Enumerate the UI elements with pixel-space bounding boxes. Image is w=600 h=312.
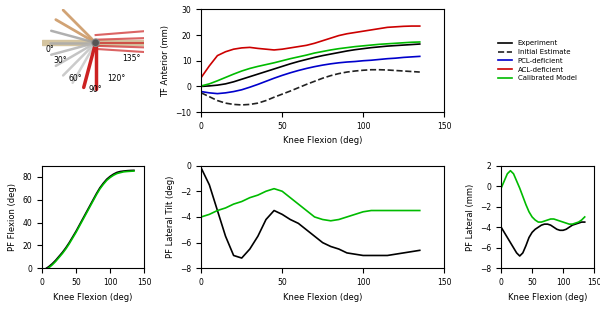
Text: 135°: 135° bbox=[122, 54, 140, 63]
Circle shape bbox=[93, 40, 98, 45]
X-axis label: Knee Flexion (deg): Knee Flexion (deg) bbox=[53, 293, 133, 302]
Text: 60°: 60° bbox=[68, 74, 82, 83]
Legend: Experiment, Initial Estimate, PCL-deficient, ACL-deficient, Calibrated Model: Experiment, Initial Estimate, PCL-defici… bbox=[496, 37, 580, 84]
Y-axis label: PF Flexion (deg): PF Flexion (deg) bbox=[8, 183, 17, 251]
X-axis label: Knee Flexion (deg): Knee Flexion (deg) bbox=[283, 136, 362, 145]
Polygon shape bbox=[42, 40, 95, 45]
X-axis label: Knee Flexion (deg): Knee Flexion (deg) bbox=[508, 293, 587, 302]
Circle shape bbox=[92, 39, 99, 46]
Text: 120°: 120° bbox=[107, 74, 125, 83]
Y-axis label: PF Lateral Tilt (deg): PF Lateral Tilt (deg) bbox=[166, 176, 175, 258]
Text: 90°: 90° bbox=[89, 85, 103, 94]
X-axis label: Knee Flexion (deg): Knee Flexion (deg) bbox=[283, 293, 362, 302]
Text: 30°: 30° bbox=[53, 56, 67, 65]
Y-axis label: PF Lateral (mm): PF Lateral (mm) bbox=[466, 183, 475, 251]
Polygon shape bbox=[95, 40, 144, 45]
Text: 0°: 0° bbox=[45, 45, 54, 54]
Y-axis label: TF Anterior (mm): TF Anterior (mm) bbox=[161, 25, 170, 97]
